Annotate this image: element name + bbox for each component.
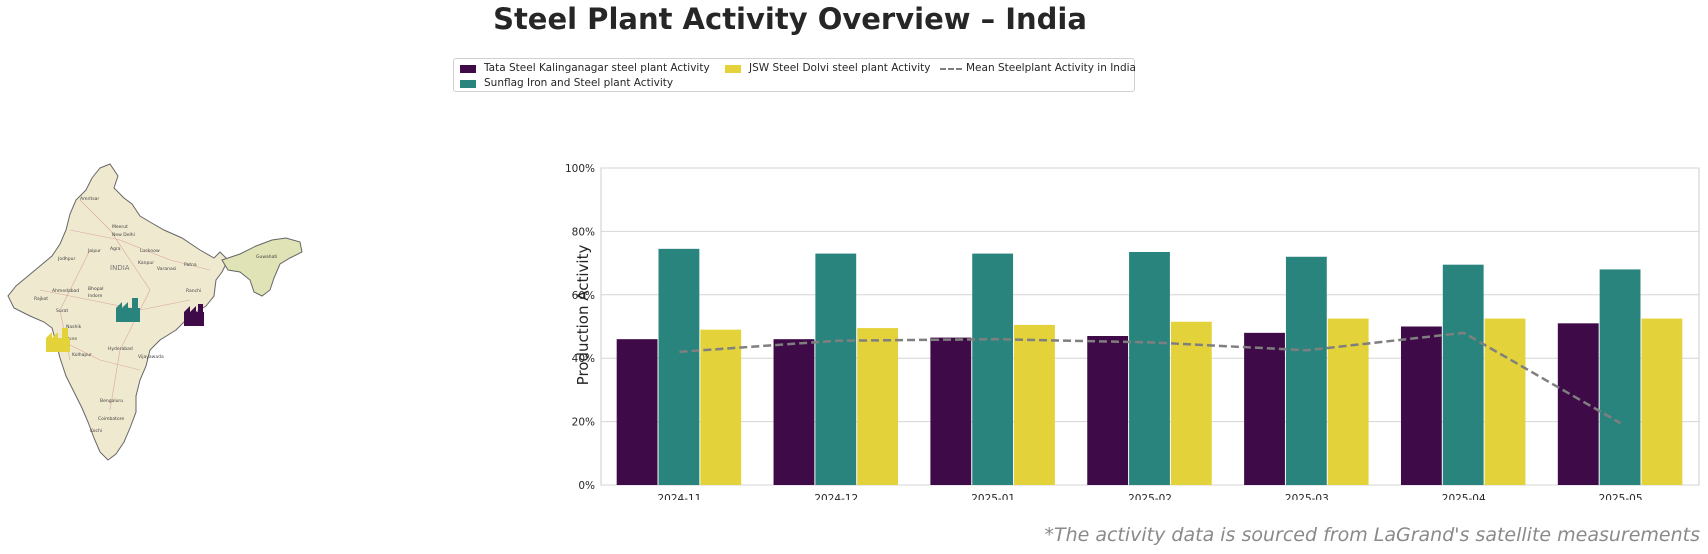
x-axis: 2024-11 2024-12 2025-01 2025-02 2025-03 2025-… (657, 493, 1642, 500)
factory-icon-tata (184, 304, 204, 326)
map-label: Jodhpur (57, 256, 75, 262)
x-tick-label: 2025-04 (1442, 493, 1486, 500)
bar (857, 328, 899, 485)
bar (1014, 324, 1055, 485)
map-label: Patna (184, 262, 197, 268)
footnote: *The activity data is sourced from LaGra… (1044, 524, 1700, 546)
road-3 (69, 229, 211, 271)
mean-line (679, 331, 1622, 425)
y-tick-label: 0% (578, 480, 595, 492)
bar (815, 253, 857, 485)
x-tick-label: 2024-11 (657, 493, 701, 500)
map-label: Surat (56, 308, 68, 314)
legend-label-jsw: JSW Steel Dolvi steel plant Activity (749, 62, 931, 74)
road-1 (79, 199, 151, 411)
map-label: Hyderabad (108, 346, 133, 352)
y-tick-label: 40% (572, 353, 595, 365)
bar (1557, 323, 1599, 485)
bar (1285, 256, 1327, 485)
x-tick-label: 2024-12 (814, 493, 858, 500)
map-label: Rajkot (34, 296, 48, 302)
map-label: Ranchi (186, 288, 201, 294)
bar (930, 337, 972, 485)
bar (972, 253, 1014, 485)
india-map-svg: INDIA Amritsar New Delhi Meerut Jaipur A… (7, 163, 303, 461)
mean-line-layer (679, 331, 1622, 425)
legend-dash-mean (940, 68, 962, 70)
chart-title: Steel Plant Activity Overview – India (493, 2, 1087, 36)
bar (1484, 318, 1526, 485)
bar (1599, 269, 1641, 485)
bar (1641, 318, 1683, 485)
y-tick-label: 60% (572, 290, 595, 302)
chart-legend: Tata Steel Kalinganagar steel plant Acti… (453, 58, 1136, 92)
map-label: Indore (88, 293, 103, 299)
map-label: Kanpur (138, 260, 154, 266)
map-label: Kolhapur (72, 352, 92, 358)
bar (658, 248, 700, 485)
bar (616, 339, 658, 485)
india-map: INDIA Amritsar New Delhi Meerut Jaipur A… (0, 160, 330, 490)
map-label: Meerut (112, 224, 128, 230)
map-label: Lucknow (140, 248, 160, 254)
bar (1400, 326, 1442, 485)
factory-icon-jsw (46, 328, 70, 352)
y-tick-label: 80% (572, 226, 595, 238)
legend-label-mean: Mean Steelplant Activity in India (966, 62, 1136, 74)
map-label: New Delhi (112, 232, 135, 238)
legend-swatch-sunflag (460, 80, 476, 88)
map-label: Amritsar (80, 196, 99, 202)
map-label: Bhopal (88, 286, 104, 292)
x-tick-label: 2025-03 (1285, 493, 1329, 500)
map-label: Kochi (90, 428, 102, 434)
map-label: Agra (110, 246, 121, 252)
map-label: Jaipur (87, 248, 101, 254)
legend-label-sunflag: Sunflag Iron and Steel plant Activity (484, 77, 674, 89)
map-label: Coimbatore (98, 416, 124, 422)
x-tick-label: 2025-02 (1128, 493, 1172, 500)
x-tick-label: 2025-01 (971, 493, 1015, 500)
map-label: Guwahati (256, 254, 277, 260)
legend-label-tata: Tata Steel Kalinganagar steel plant Acti… (484, 62, 710, 74)
map-label: INDIA (110, 264, 130, 272)
map-labels: INDIA Amritsar New Delhi Meerut Jaipur A… (34, 196, 277, 434)
bar-chart: 0% 20% 40% 60% 80% 100% 2024-11 2024-12 2025-01… (565, 163, 1700, 500)
bar (1244, 332, 1285, 485)
bar (700, 329, 742, 485)
road-4 (59, 339, 141, 371)
map-label: Nashik (66, 324, 82, 330)
map-label: Bengaluru (100, 398, 123, 404)
northeast-outline (221, 237, 303, 297)
bar (1170, 321, 1212, 485)
y-tick-label: 20% (572, 417, 595, 429)
map-label: Vijayawada (138, 354, 164, 360)
bar (1327, 318, 1369, 485)
legend-swatch-jsw (725, 65, 741, 73)
bars (616, 248, 1683, 485)
bar (1129, 252, 1170, 485)
road-2 (39, 289, 191, 311)
x-tick-label: 2025-05 (1599, 493, 1643, 500)
legend-swatch-tata (460, 65, 476, 73)
map-label: Pune (66, 336, 77, 342)
factory-icon-sunflag (116, 298, 140, 322)
bar (773, 339, 815, 485)
map-label: Varanasi (157, 266, 176, 272)
y-tick-label: 100% (565, 163, 595, 175)
y-axis: 0% 20% 40% 60% 80% 100% (565, 163, 595, 492)
y-axis-title: Production Activity (574, 245, 592, 386)
bar (1087, 336, 1129, 485)
map-label: Ahmedabad (52, 288, 79, 294)
bar (1442, 264, 1484, 485)
